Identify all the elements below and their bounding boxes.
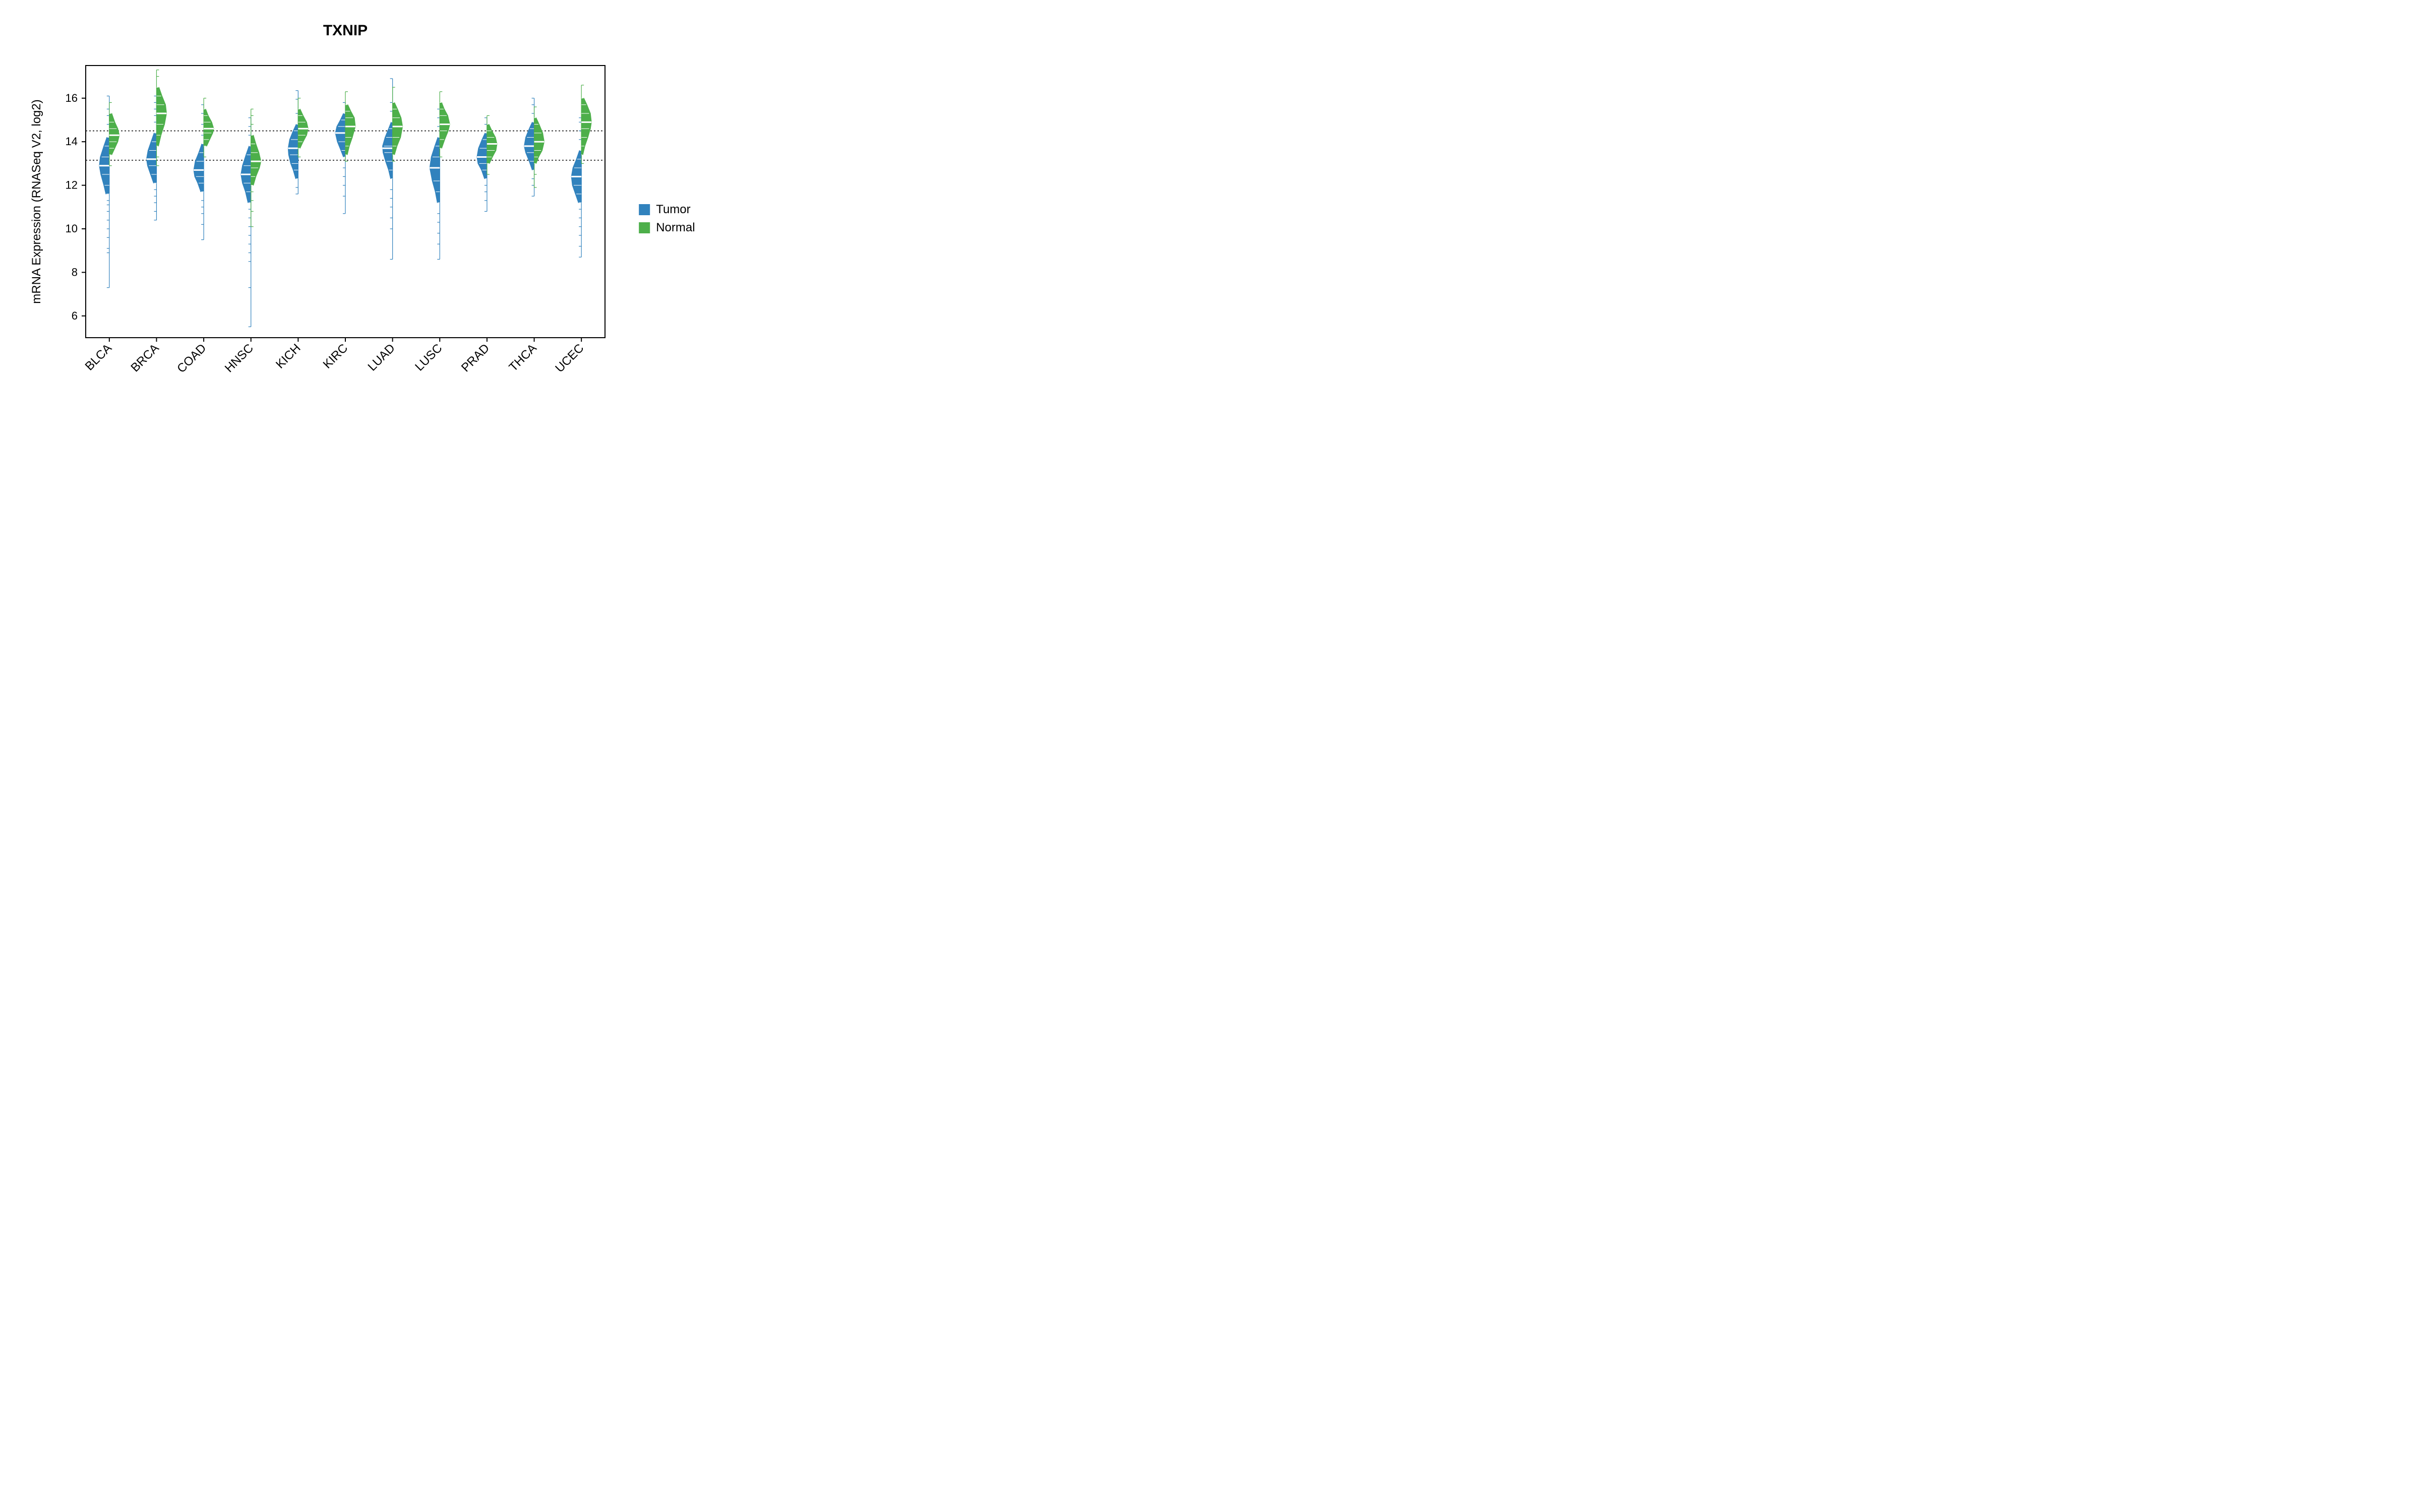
y-tick-label: 10 [66,222,78,235]
legend-label: Normal [656,221,695,234]
legend-swatch [639,204,650,215]
chart-container: TXNIP 6 8 10 12 14 16 mRNA Expression (RNASeq V… [0,0,726,454]
y-tick-label: 16 [66,92,78,104]
legend-label: Tumor [656,203,690,216]
y-tick-label: 14 [66,135,78,148]
beanplot-svg: TXNIP 6 8 10 12 14 16 mRNA Expression (RNASeq V… [0,0,726,454]
y-tick-label: 6 [72,309,78,322]
legend-swatch [639,222,650,233]
y-tick-label: 12 [66,179,78,192]
y-tick-label: 8 [72,266,78,278]
y-axis-label: mRNA Expression (RNASeq V2, log2) [30,99,43,304]
chart-title: TXNIP [323,22,368,39]
